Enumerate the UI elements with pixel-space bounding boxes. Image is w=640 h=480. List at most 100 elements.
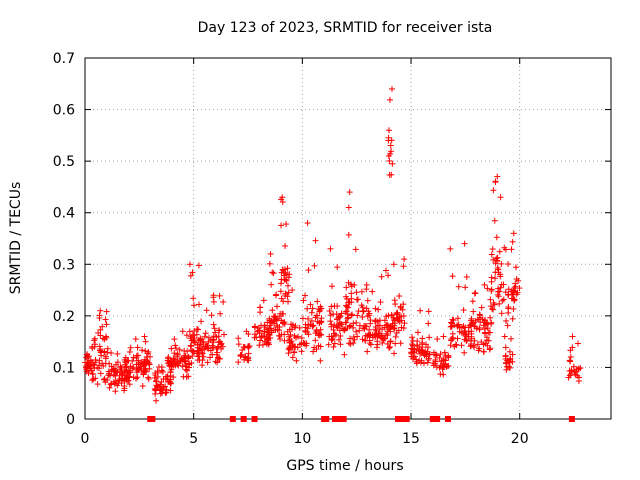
- data-point: [217, 310, 224, 317]
- data-point: [107, 372, 114, 379]
- data-point: [471, 344, 478, 351]
- data-point: [567, 358, 574, 365]
- data-point: [379, 335, 386, 342]
- data-point: [202, 330, 209, 337]
- data-point: [345, 204, 352, 211]
- data-point: [449, 316, 456, 323]
- data-point: [431, 351, 438, 358]
- flag-marker: [394, 416, 401, 422]
- data-point: [170, 362, 177, 369]
- data-point: [367, 320, 374, 327]
- data-point: [308, 317, 315, 324]
- data-point: [383, 267, 390, 274]
- data-point: [390, 261, 397, 268]
- data-point: [329, 336, 336, 343]
- data-point: [508, 295, 515, 302]
- data-point: [363, 305, 370, 312]
- data-point: [216, 355, 223, 362]
- data-point: [348, 312, 355, 319]
- data-point: [503, 366, 510, 373]
- data-point: [284, 282, 291, 289]
- data-point: [127, 344, 134, 351]
- data-point: [300, 297, 307, 304]
- data-point: [398, 317, 405, 324]
- data-point: [502, 344, 509, 351]
- data-point: [191, 302, 198, 309]
- data-point: [121, 361, 128, 368]
- data-point: [490, 187, 497, 194]
- data-point: [337, 332, 344, 339]
- data-point: [143, 368, 150, 375]
- data-point: [103, 321, 110, 328]
- data-point: [305, 331, 312, 338]
- data-point: [505, 261, 512, 268]
- data-point: [261, 338, 268, 345]
- data-point: [277, 280, 284, 287]
- data-point: [167, 369, 174, 376]
- data-point: [135, 357, 142, 364]
- data-point: [276, 332, 283, 339]
- data-point: [145, 375, 152, 382]
- data-point: [314, 298, 321, 305]
- data-series: [82, 85, 584, 404]
- data-point: [448, 337, 455, 344]
- data-point: [126, 381, 133, 388]
- y-tick-label: 0.3: [53, 257, 75, 273]
- data-point: [346, 340, 353, 347]
- data-point: [426, 334, 433, 341]
- data-point: [393, 329, 400, 336]
- data-point: [345, 231, 352, 238]
- data-point: [199, 357, 206, 364]
- data-point: [186, 261, 193, 268]
- data-point: [154, 373, 161, 380]
- data-point: [82, 359, 89, 366]
- data-point: [480, 348, 487, 355]
- data-point: [330, 343, 337, 350]
- data-point: [447, 342, 454, 349]
- data-point: [486, 346, 493, 353]
- data-point: [513, 276, 520, 283]
- data-point: [269, 307, 276, 314]
- data-point: [103, 334, 110, 341]
- data-point: [141, 361, 148, 368]
- data-point: [387, 323, 394, 330]
- data-point: [196, 345, 203, 352]
- data-point: [101, 376, 108, 383]
- data-point: [512, 280, 519, 287]
- data-point: [288, 321, 295, 328]
- data-point: [197, 335, 204, 342]
- data-point: [130, 374, 137, 381]
- data-point: [240, 344, 247, 351]
- data-point: [112, 388, 119, 395]
- y-tick-label: 0.1: [53, 360, 75, 376]
- data-point: [373, 330, 380, 337]
- data-point: [273, 291, 280, 298]
- data-point: [97, 326, 104, 333]
- data-point: [408, 353, 415, 360]
- data-point: [89, 377, 96, 384]
- data-point: [165, 378, 172, 385]
- data-point: [510, 305, 517, 312]
- data-point: [112, 372, 119, 379]
- data-point: [108, 350, 115, 357]
- data-point: [359, 314, 366, 321]
- data-point: [478, 304, 485, 311]
- data-point: [419, 339, 426, 346]
- data-point: [574, 340, 581, 347]
- data-point: [103, 308, 110, 315]
- data-point: [204, 359, 211, 366]
- data-point: [375, 306, 382, 313]
- data-point: [421, 350, 428, 357]
- flag-marker: [229, 416, 236, 422]
- data-point: [354, 296, 361, 303]
- data-point: [390, 325, 397, 332]
- data-point: [133, 366, 140, 373]
- data-point: [115, 380, 122, 387]
- data-point: [267, 335, 274, 342]
- data-point: [129, 365, 136, 372]
- data-point: [91, 335, 98, 342]
- data-point: [389, 320, 396, 327]
- y-tick-label: 0.4: [53, 206, 75, 222]
- data-point: [425, 344, 432, 351]
- data-point: [122, 375, 129, 382]
